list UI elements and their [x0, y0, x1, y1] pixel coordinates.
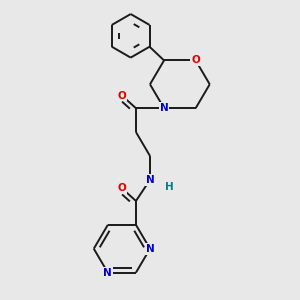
- Text: N: N: [146, 175, 154, 185]
- Text: H: H: [165, 182, 174, 192]
- Text: N: N: [146, 244, 154, 254]
- Text: N: N: [103, 268, 112, 278]
- Text: O: O: [191, 56, 200, 65]
- Text: N: N: [160, 103, 168, 113]
- Text: O: O: [118, 91, 126, 100]
- Text: O: O: [118, 183, 126, 193]
